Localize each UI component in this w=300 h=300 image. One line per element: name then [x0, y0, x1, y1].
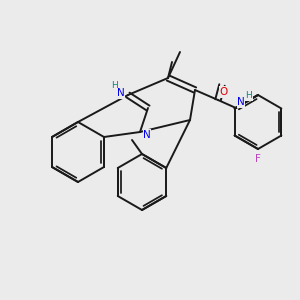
Text: O: O	[220, 87, 228, 97]
Text: F: F	[255, 154, 261, 164]
Text: N: N	[237, 97, 245, 107]
Text: N: N	[117, 88, 125, 98]
Text: H: H	[111, 80, 117, 89]
Text: N: N	[143, 130, 151, 140]
Text: H: H	[246, 92, 252, 100]
